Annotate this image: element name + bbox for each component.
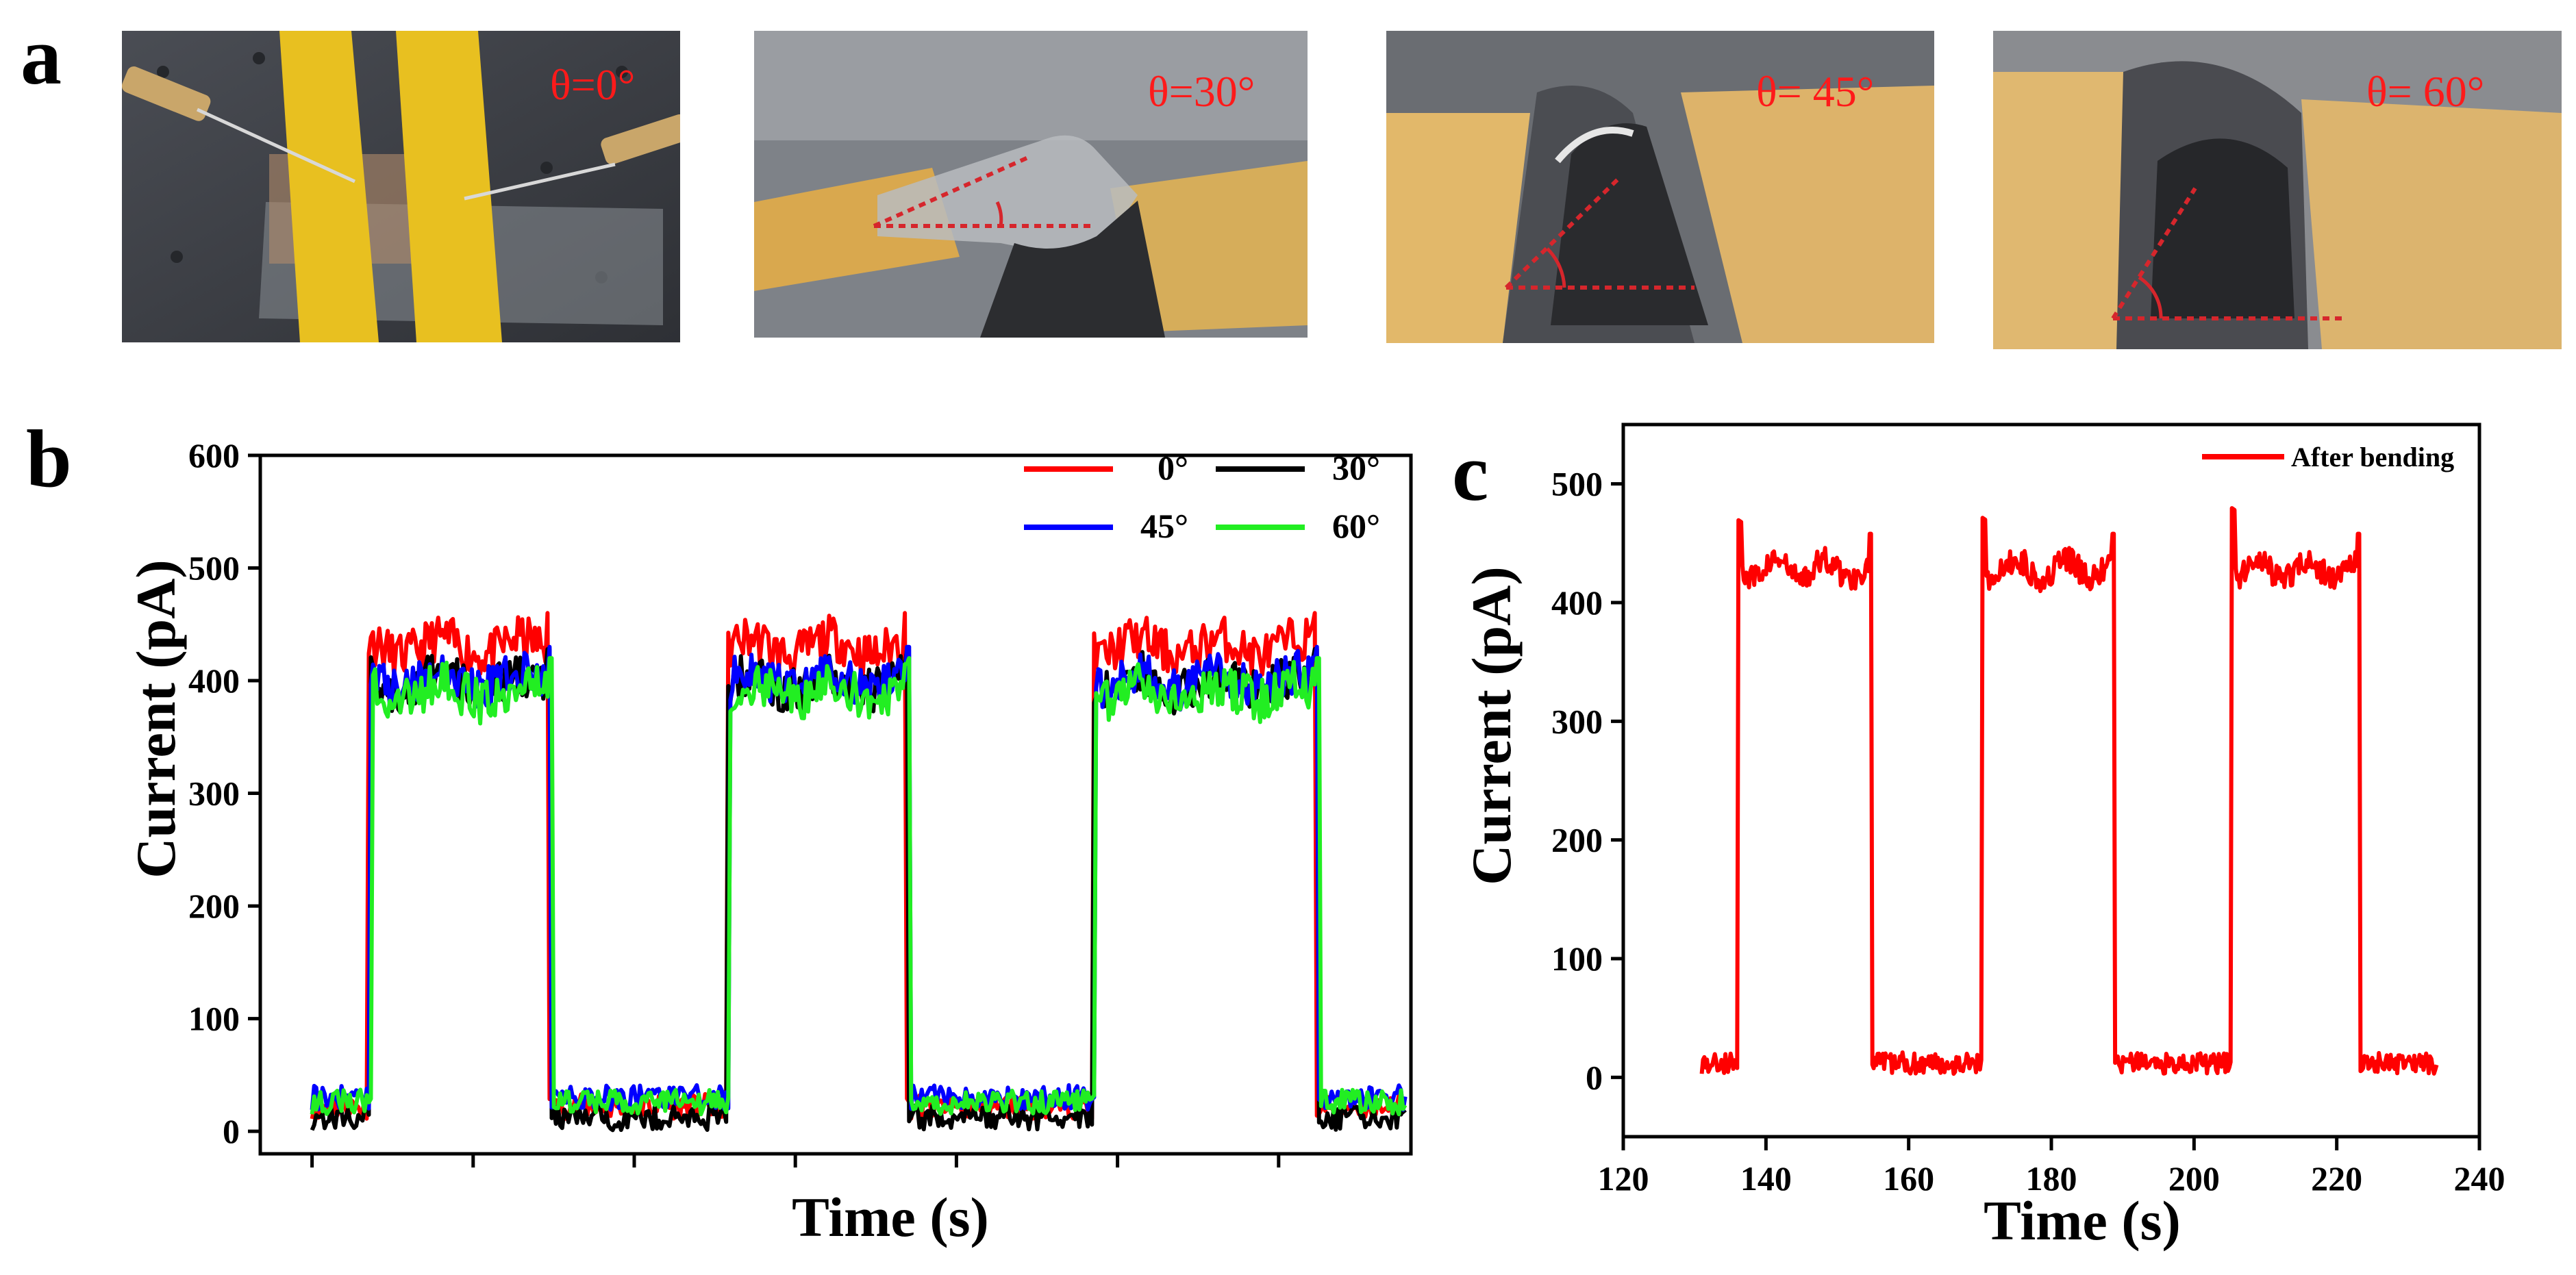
y-tick-label: 0 [223, 1112, 240, 1150]
y-tick-label: 300 [188, 774, 240, 813]
y-axis-title: Current (pA) [125, 559, 187, 878]
y-tick-label: 100 [188, 1000, 240, 1038]
photo-bending-60deg: θ= 60° [1993, 31, 2562, 349]
legend-label-0: 0° [1158, 449, 1188, 487]
y-tick-label: 200 [1551, 821, 1603, 859]
panel-label-c: c [1452, 427, 1489, 518]
plot-frame [258, 453, 1413, 1156]
x-tick-label: 220 [2311, 1159, 2362, 1198]
legend-label-1: 30° [1332, 449, 1380, 487]
x-tick-label: 180 [2026, 1159, 2077, 1198]
y-tick-label: 400 [188, 661, 240, 700]
y-tick-label: 400 [1551, 583, 1603, 622]
y-axis-title: Current (pA) [1460, 566, 1523, 885]
series-line-0 [310, 611, 1408, 1121]
y-tick-label: 500 [1551, 465, 1603, 503]
y-tick-label: 0 [1586, 1058, 1603, 1096]
chart-b: 0 100 200 300 400 500 600 Time (s) Current (pA… [125, 436, 1413, 1248]
legend-label-2: 45° [1140, 507, 1188, 545]
x-axis-title: Time (s) [792, 1186, 989, 1248]
chart-c: 0 100 200 300 400 500 120 140 160 180 200 220 240 Ti… [1460, 422, 2505, 1252]
angle-label: θ= 60° [2366, 67, 2484, 116]
series-line-0 [1699, 506, 2439, 1076]
x-tick-label: 160 [1883, 1159, 1934, 1198]
y-tick-label: 600 [188, 436, 240, 475]
x-axis-title: Time (s) [1984, 1189, 2181, 1252]
angle-label: θ=0° [550, 60, 635, 109]
angle-label: θ=30° [1148, 67, 1255, 116]
y-tick-label: 300 [1551, 702, 1603, 740]
legend-label-0: After bending [2291, 442, 2454, 472]
x-tick-label: 240 [2454, 1159, 2505, 1198]
photo-bending-45deg: θ= 45° [1386, 31, 1934, 343]
y-tick-label: 200 [188, 887, 240, 925]
panel-label-a: a [21, 10, 62, 101]
angle-label: θ= 45° [1756, 67, 1874, 116]
series-line-3 [310, 656, 1408, 1117]
legend-label-3: 60° [1332, 507, 1380, 545]
y-tick-label: 100 [1551, 939, 1603, 978]
y-tick-label: 500 [188, 549, 240, 588]
panel-label-b: b [26, 413, 72, 504]
photo-bending-30deg: θ=30° [754, 31, 1308, 338]
plot-frame [1621, 422, 2481, 1139]
x-tick-label: 120 [1598, 1159, 1649, 1198]
x-tick-label: 200 [2168, 1159, 2220, 1198]
series-line-1 [310, 647, 1407, 1133]
x-tick-label: 140 [1740, 1159, 1792, 1198]
photo-bending-0deg: θ=0° [122, 31, 680, 342]
